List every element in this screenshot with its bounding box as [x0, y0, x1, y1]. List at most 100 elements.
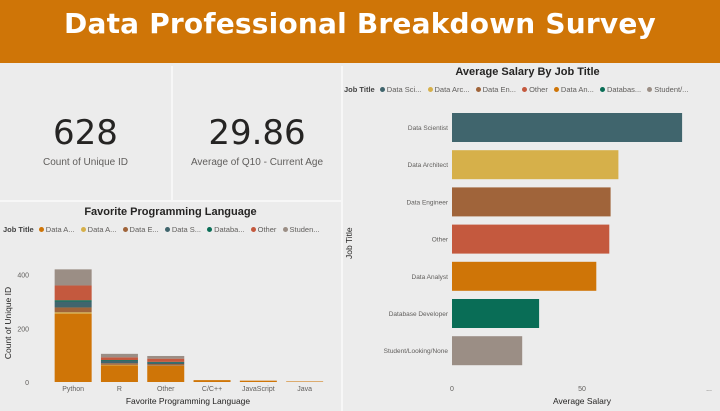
legend-item[interactable]: Data En... — [475, 85, 516, 94]
x-tick-label: 50 — [578, 386, 586, 393]
x-tick-label: C/C++ — [202, 386, 222, 393]
bar-segment — [147, 358, 185, 362]
bar-segment — [100, 364, 138, 366]
x-tick-label: ... — [706, 386, 712, 393]
legend-item[interactable]: Data S... — [164, 225, 201, 234]
x-axis-label: Favorite Programming Language — [126, 396, 251, 406]
salary-horizontal-bar-chart: Data Scientist Data Architect Data Enginee… — [344, 113, 712, 406]
legend-item[interactable]: Databas... — [599, 85, 641, 94]
bar-segment — [147, 355, 185, 359]
legend-item[interactable]: Data E... — [122, 225, 159, 234]
legend-item[interactable]: Student/... — [647, 85, 688, 94]
y-tick-label: 0 — [25, 380, 29, 387]
legend-title: Job Title — [344, 85, 375, 94]
divider — [341, 66, 343, 411]
bar-segment — [54, 300, 92, 302]
y-tick-label: 200 — [17, 326, 29, 333]
y-tick-label: Database Developer — [389, 311, 449, 318]
x-tick-label: 0 — [450, 386, 454, 393]
bar — [452, 336, 523, 366]
legend-item[interactable]: Data A... — [38, 225, 75, 234]
bar-segment — [54, 285, 92, 301]
chart-legend: Job Title Data Sci... Data Arc... Data E… — [344, 85, 692, 94]
y-axis-label: Count of Unique ID — [3, 287, 13, 359]
title-banner: Data Professional Breakdown Survey — [0, 0, 720, 63]
bar-segment — [100, 357, 138, 361]
language-chart-panel[interactable]: Favorite Programming Language Job Title … — [0, 202, 341, 411]
bar-segment — [100, 353, 138, 358]
legend-item[interactable]: Data Arc... — [427, 85, 470, 94]
bar-segment — [54, 301, 92, 308]
salary-chart-panel[interactable]: Average Salary By Job Title Job Title Da… — [343, 66, 720, 411]
divider — [0, 200, 341, 202]
kpi-card-age[interactable]: 29.86 Average of Q10 - Current Age — [173, 66, 341, 200]
legend-item[interactable]: Other — [250, 225, 276, 234]
legend-item[interactable]: Data A... — [80, 225, 116, 234]
y-tick-label: Data Architect — [408, 162, 449, 169]
legend-dot-icon — [282, 226, 288, 232]
chart-title: Average Salary By Job Title — [455, 66, 600, 78]
bar-segment — [54, 307, 92, 313]
legend-item[interactable]: Studen... — [282, 225, 320, 234]
bar-segment — [100, 360, 138, 364]
bar-segment — [147, 361, 185, 363]
bar-segment — [147, 365, 185, 382]
bar-segment — [54, 313, 92, 382]
bar-segment — [286, 381, 324, 382]
bar — [452, 113, 683, 142]
legend-dot-icon — [522, 86, 528, 92]
y-tick-label: Student/Looking/None — [384, 348, 449, 355]
x-tick-label: JavaScript — [242, 386, 275, 393]
bar — [452, 187, 611, 217]
kpi-label: Average of Q10 - Current Age — [190, 157, 324, 168]
bar-segment — [193, 380, 231, 382]
bar-segment — [100, 360, 138, 361]
legend-title: Job Title — [3, 225, 34, 234]
legend-dot-icon — [427, 86, 433, 92]
bar — [452, 261, 597, 291]
bar — [452, 150, 619, 180]
language-stacked-bar-chart: 0 200 400 Count of Unique ID Python R Other C/C… — [3, 269, 324, 406]
kpi-card-count[interactable]: 628 Count of Unique ID — [0, 66, 171, 200]
divider — [171, 66, 173, 200]
y-axis-label: Job Title — [344, 227, 354, 259]
x-tick-label: Other — [157, 386, 175, 393]
bar-segment — [100, 365, 138, 382]
legend-dot-icon — [207, 226, 213, 232]
bar-segment — [239, 380, 277, 382]
legend-dot-icon — [80, 226, 86, 232]
chart-legend: Job Title Data A... Data A... Data E... … — [3, 225, 324, 234]
legend-dot-icon — [475, 86, 481, 92]
legend-item[interactable]: Data Sci... — [379, 85, 421, 94]
kpi-value: 29.86 — [208, 113, 306, 153]
kpi-value: 628 — [53, 113, 118, 153]
bar — [452, 224, 610, 254]
y-tick-label: 400 — [17, 273, 29, 280]
legend-dot-icon — [164, 226, 170, 232]
y-tick-label: Data Scientist — [408, 125, 448, 132]
legend-dot-icon — [250, 226, 256, 232]
kpi-label: Count of Unique ID — [42, 157, 129, 168]
legend-dot-icon — [599, 86, 605, 92]
x-tick-label: Python — [62, 386, 84, 393]
bar-segment — [54, 312, 92, 314]
bar-segment — [147, 364, 185, 366]
bar-segment — [100, 363, 138, 365]
bar-segment — [54, 269, 92, 286]
legend-dot-icon — [38, 226, 44, 232]
bar-segment — [147, 362, 185, 365]
legend-dot-icon — [553, 86, 559, 92]
legend-item[interactable]: Other — [522, 85, 548, 94]
page-title: Data Professional Breakdown Survey — [64, 7, 656, 40]
chart-title: Favorite Programming Language — [84, 206, 257, 218]
x-tick-label: R — [117, 386, 122, 393]
legend-dot-icon — [647, 86, 653, 92]
y-tick-label: Data Analyst — [412, 274, 449, 281]
legend-item[interactable]: Data An... — [553, 85, 594, 94]
y-tick-label: Other — [432, 237, 449, 244]
legend-dot-icon — [122, 226, 128, 232]
legend-item[interactable]: Databa... — [207, 225, 245, 234]
x-tick-label: Java — [297, 386, 312, 393]
bar — [452, 299, 540, 328]
y-tick-label: Data Engineer — [406, 199, 448, 206]
